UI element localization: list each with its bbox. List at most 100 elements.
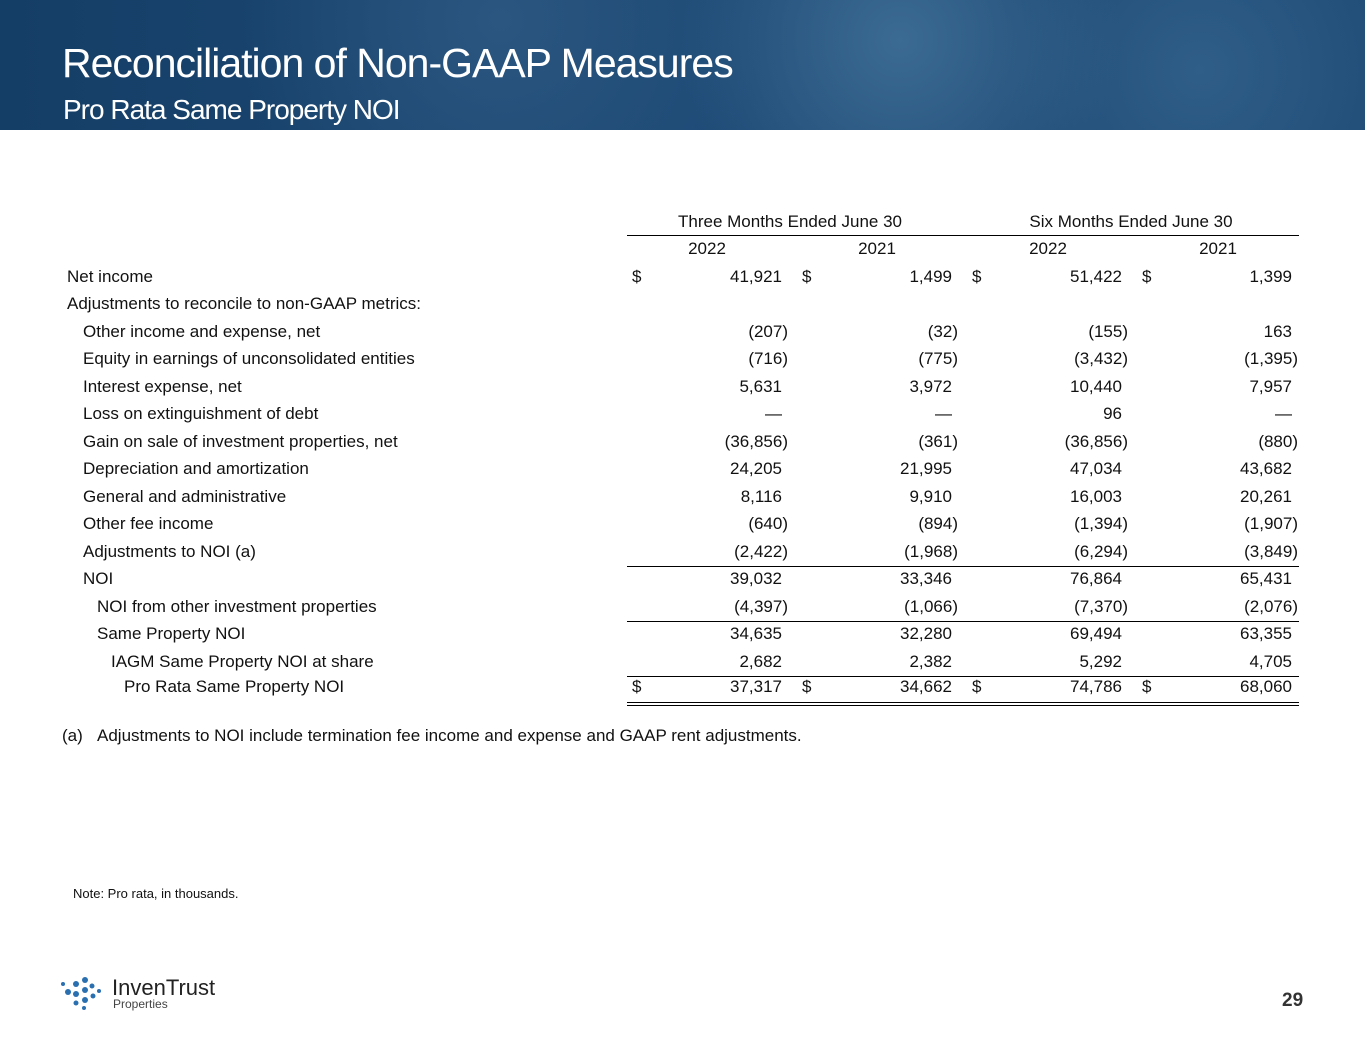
row-label: Adjustments to reconcile to non-GAAP met… — [67, 294, 422, 313]
column-year: 2022 — [688, 239, 726, 258]
cell-value: 10,440 — [1070, 377, 1122, 396]
row-label: Pro Rata Same Property NOI — [124, 677, 345, 696]
currency-sign: $ — [972, 267, 982, 286]
cell-value: 33,346 — [900, 569, 952, 588]
logo-sub: Properties — [113, 997, 168, 1011]
cell-value: 69,494 — [1070, 624, 1122, 643]
cell-value: (36,856) — [1064, 432, 1128, 451]
cell-value: 34,662 — [900, 677, 952, 696]
cell-value: (2,422) — [734, 542, 788, 561]
cell-value: 65,431 — [1240, 569, 1292, 588]
cell-value: 9,910 — [909, 487, 952, 506]
cell-value: 7,957 — [1249, 377, 1292, 396]
cell-value: (1,395) — [1244, 349, 1298, 368]
cell-value: 5,631 — [739, 377, 782, 396]
cell-value: 74,786 — [1070, 677, 1122, 696]
rule — [627, 621, 1299, 622]
cell-value: (32) — [927, 322, 958, 341]
cell-value: — — [1275, 404, 1292, 423]
currency-sign: $ — [802, 267, 812, 286]
row-label: Net income — [67, 267, 153, 286]
column-year: 2021 — [858, 239, 896, 258]
footnote-marker: (a) — [62, 726, 83, 745]
cell-value: (640) — [748, 514, 788, 533]
cell-value: (880) — [1258, 432, 1298, 451]
cell-value: (361) — [918, 432, 958, 451]
footnote-text: Adjustments to NOI include termination f… — [97, 726, 802, 745]
cell-value: (1,066) — [904, 597, 958, 616]
subtitle: Pro Rata Same Property NOI — [63, 94, 401, 125]
cell-value: 8,116 — [740, 487, 782, 506]
cell-value: 47,034 — [1070, 459, 1122, 478]
column-year: 2022 — [1029, 239, 1067, 258]
cell-value: 37,317 — [730, 677, 782, 696]
cell-value: (775) — [918, 349, 958, 368]
column-group: Three Months Ended June 30 — [678, 212, 902, 231]
cell-value: 76,864 — [1070, 569, 1122, 588]
rule — [627, 566, 1299, 567]
cell-value: — — [765, 404, 782, 423]
cell-value: (36,856) — [724, 432, 788, 451]
row-label: Other income and expense, net — [83, 322, 321, 341]
row-label: Interest expense, net — [83, 377, 242, 396]
rule — [627, 702, 1299, 703]
cell-value: 96 — [1103, 404, 1122, 423]
rule — [627, 235, 1299, 236]
cell-value: 34,635 — [730, 624, 782, 643]
cell-value: (2,076) — [1244, 597, 1298, 616]
cell-value: (3,849) — [1244, 542, 1298, 561]
row-label: Loss on extinguishment of debt — [83, 404, 319, 423]
column-year: 2021 — [1199, 239, 1237, 258]
logo-name: InvenTrust — [112, 975, 216, 1000]
cell-value: (3,432) — [1074, 349, 1128, 368]
currency-sign: $ — [1142, 267, 1152, 286]
logo-icon — [61, 977, 101, 1010]
cell-value: (1,968) — [904, 542, 958, 561]
row-label: Gain on sale of investment properties, n… — [83, 432, 398, 451]
cell-value: 21,995 — [900, 459, 952, 478]
cell-value: 39,032 — [730, 569, 782, 588]
cell-value: 5,292 — [1079, 652, 1122, 671]
cell-value: 32,280 — [900, 624, 952, 643]
row-label: Depreciation and amortization — [83, 459, 309, 478]
cell-value: 51,422 — [1070, 267, 1122, 286]
cell-value: (155) — [1088, 322, 1128, 341]
rule — [627, 705, 1299, 706]
cell-value: 24,205 — [730, 459, 782, 478]
cell-value: (894) — [918, 514, 958, 533]
cell-value: 1,399 — [1249, 267, 1292, 286]
row-label: Other fee income — [83, 514, 214, 533]
currency-sign: $ — [802, 677, 812, 696]
cell-value: 20,261 — [1240, 487, 1292, 506]
header-band — [0, 0, 1365, 130]
cell-value: — — [935, 404, 952, 423]
note: Note: Pro rata, in thousands. — [73, 886, 239, 901]
cell-value: (1,394) — [1074, 514, 1128, 533]
cell-value: 1,499 — [909, 267, 952, 286]
cell-value: 63,355 — [1240, 624, 1292, 643]
cell-value: 163 — [1263, 322, 1292, 341]
row-label: Adjustments to NOI (a) — [83, 542, 256, 561]
currency-sign: $ — [972, 677, 982, 696]
cell-value: (6,294) — [1074, 542, 1128, 561]
row-label: Equity in earnings of unconsolidated ent… — [83, 349, 415, 368]
rule — [627, 676, 1299, 677]
cell-value: 68,060 — [1240, 677, 1292, 696]
cell-value: 4,705 — [1249, 652, 1292, 671]
row-label: IAGM Same Property NOI at share — [111, 652, 374, 671]
currency-sign: $ — [632, 677, 642, 696]
cell-value: (207) — [748, 322, 788, 341]
row-label: NOI — [83, 569, 114, 588]
cell-value: 41,921 — [730, 267, 782, 286]
cell-value: 43,682 — [1240, 459, 1292, 478]
cell-value: (7,370) — [1074, 597, 1128, 616]
title: Reconciliation of Non-GAAP Measures — [62, 40, 734, 86]
page-number: 29 — [1282, 990, 1304, 1011]
cell-value: 2,682 — [739, 652, 782, 671]
cell-value: (1,907) — [1244, 514, 1298, 533]
row-label: General and administrative — [83, 487, 287, 506]
currency-sign: $ — [1142, 677, 1152, 696]
cell-value: (716) — [748, 349, 788, 368]
row-label: NOI from other investment properties — [97, 597, 377, 616]
